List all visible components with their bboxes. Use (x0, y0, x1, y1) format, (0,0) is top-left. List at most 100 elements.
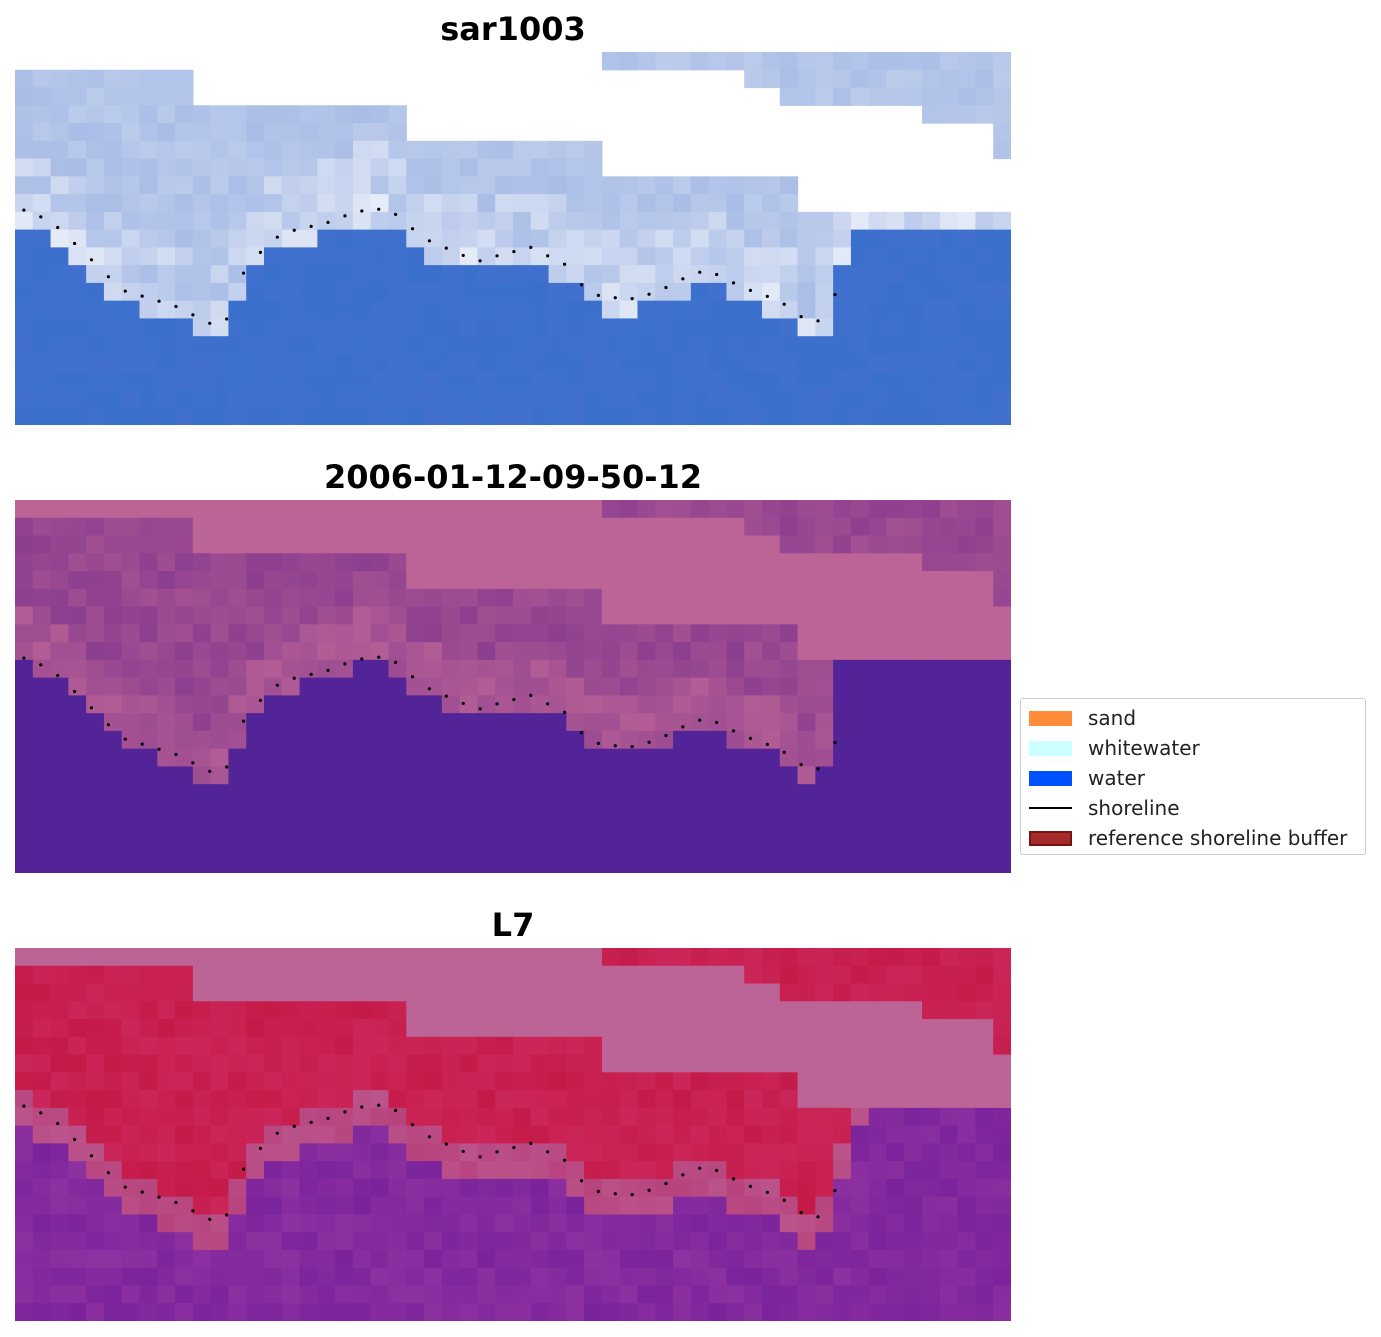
pixel (281, 948, 301, 967)
pixel (548, 407, 567, 425)
pixel (370, 713, 390, 732)
shoreline-point (343, 214, 347, 218)
pixel (459, 282, 479, 302)
shoreline-point (360, 1105, 364, 1109)
pixel (121, 140, 141, 160)
shoreline-point (681, 277, 685, 281)
pixel (673, 1143, 692, 1162)
pixel (441, 300, 461, 320)
pixel (637, 553, 656, 572)
pixel (299, 158, 318, 177)
pixel (637, 819, 656, 839)
pixel (673, 983, 692, 1002)
pixel (939, 353, 959, 373)
pixel (335, 194, 354, 213)
pixel (15, 176, 34, 195)
pixel (566, 588, 585, 608)
pixel (726, 730, 745, 750)
pixel (548, 1303, 567, 1321)
pixel (228, 642, 247, 661)
pixel (833, 588, 852, 608)
pixel (619, 713, 639, 732)
pixel (673, 748, 692, 768)
pixel (370, 158, 390, 177)
pixel (352, 784, 372, 803)
pixel (441, 407, 461, 425)
pixel (708, 1249, 728, 1269)
pixel (584, 1267, 603, 1287)
pixel (192, 1249, 212, 1269)
pixel (299, 965, 318, 985)
pixel (886, 730, 905, 750)
pixel (655, 176, 674, 195)
pixel (975, 642, 994, 661)
pixel (690, 52, 710, 71)
pixel (228, 1090, 247, 1109)
pixel (601, 282, 621, 302)
pixel (833, 695, 852, 714)
pixel (993, 1107, 1011, 1127)
pixel (281, 855, 301, 873)
pixel (779, 1107, 799, 1127)
pixel (157, 211, 176, 231)
pixel (868, 1249, 888, 1269)
pixel (121, 407, 141, 425)
pixel (815, 983, 834, 1002)
pixel (957, 837, 977, 856)
pixel (690, 1090, 710, 1109)
pixel (477, 965, 496, 985)
pixel (459, 211, 479, 231)
pixel (352, 1001, 372, 1020)
pixel (655, 588, 674, 608)
pixel (619, 247, 639, 266)
pixel (477, 517, 496, 537)
pixel (797, 1161, 816, 1180)
shoreline-point (72, 241, 77, 246)
pixel (655, 1107, 674, 1127)
pixel (157, 713, 176, 732)
pixel (584, 247, 603, 266)
shoreline-point (39, 1111, 43, 1115)
pixel (744, 336, 763, 355)
pixel (477, 659, 496, 679)
pixel (121, 1019, 141, 1038)
pixel (797, 300, 816, 320)
legend-label: sand (1088, 706, 1137, 730)
pixel (975, 588, 994, 608)
pixel (762, 713, 781, 732)
pixel (441, 553, 461, 572)
pixel (352, 158, 372, 177)
pixel (922, 1196, 941, 1216)
pixel (601, 1161, 621, 1180)
pixel (922, 819, 941, 839)
pixel (335, 801, 354, 821)
pixel (673, 318, 692, 337)
pixel (975, 1178, 994, 1198)
pixel (32, 748, 52, 768)
pixel (939, 659, 959, 679)
pixel (281, 983, 301, 1002)
pixel (281, 300, 301, 320)
pixel (335, 837, 354, 856)
pixel (139, 407, 158, 425)
pixel (513, 1072, 532, 1091)
pixel (762, 624, 781, 643)
pixel (86, 1161, 105, 1180)
pixel (175, 1019, 194, 1038)
pixel (886, 983, 905, 1002)
pixel (886, 1143, 905, 1162)
pixel (939, 1267, 959, 1287)
pixel (815, 1090, 834, 1109)
classification-image-panel (15, 500, 1011, 873)
pixel (762, 1036, 781, 1056)
pixel (32, 1036, 52, 1056)
pixel (939, 695, 959, 714)
pixel (690, 1178, 710, 1198)
pixel (495, 1143, 514, 1162)
pixel (192, 642, 212, 661)
pixel (530, 659, 550, 679)
pixel (762, 1072, 781, 1091)
pixel (406, 571, 425, 590)
pixel (477, 1161, 496, 1180)
pixel (708, 52, 728, 71)
